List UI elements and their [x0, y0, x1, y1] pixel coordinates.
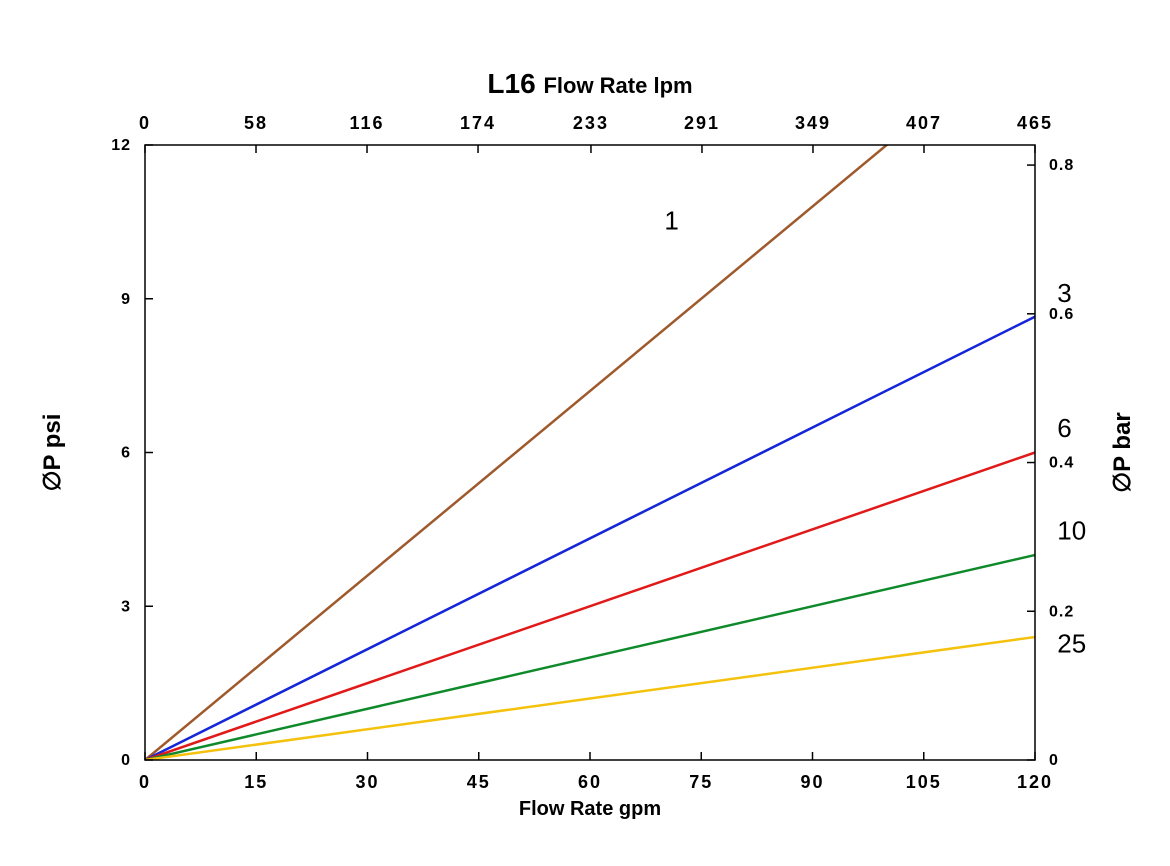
y-right-tick-0: 0 — [1049, 752, 1059, 769]
y-right-tick-0.6: 0.6 — [1049, 306, 1074, 323]
x-bottom-tick-0: 0 — [139, 772, 151, 792]
x-bottom-tick-120: 120 — [1017, 772, 1053, 792]
y-left-tick-3: 3 — [121, 598, 131, 615]
series-label-3: 3 — [1057, 278, 1071, 308]
y-right-tick-0.2: 0.2 — [1049, 603, 1074, 620]
y-left-tick-0: 0 — [121, 752, 131, 769]
y-right-label: ∅P bar — [1109, 412, 1136, 493]
y-left-tick-12: 12 — [111, 137, 131, 154]
x-top-tick-116: 116 — [349, 113, 384, 133]
series-label-6: 6 — [1057, 413, 1071, 443]
x-top-tick-174: 174 — [460, 113, 496, 133]
series-label-25: 25 — [1057, 628, 1086, 658]
x-top-tick-233: 233 — [573, 113, 609, 133]
chart-svg: 0153045607590105120Flow Rate gpm05811617… — [0, 0, 1170, 866]
y-left-tick-9: 9 — [121, 291, 131, 308]
x-bottom-tick-105: 105 — [906, 772, 942, 792]
x-bottom-tick-15: 15 — [244, 772, 268, 792]
x-bottom-tick-30: 30 — [355, 772, 379, 792]
x-top-tick-465: 465 — [1017, 113, 1053, 133]
x-bottom-tick-90: 90 — [800, 772, 824, 792]
chart-title: L16 Flow Rate lpm — [487, 68, 692, 99]
x-top-tick-58: 58 — [244, 113, 268, 133]
x-bottom-tick-75: 75 — [689, 772, 713, 792]
y-left-tick-6: 6 — [121, 445, 131, 462]
x-top-tick-407: 407 — [906, 113, 942, 133]
x-top-tick-291: 291 — [684, 113, 720, 133]
y-right-tick-0.4: 0.4 — [1049, 455, 1074, 472]
x-bottom-tick-60: 60 — [578, 772, 602, 792]
y-right-tick-0.8: 0.8 — [1049, 157, 1074, 174]
series-label-10: 10 — [1057, 516, 1086, 546]
x-bottom-label: Flow Rate gpm — [519, 798, 661, 820]
x-bottom-tick-45: 45 — [467, 772, 491, 792]
series-label-1: 1 — [664, 206, 678, 236]
pressure-flow-chart: 0153045607590105120Flow Rate gpm05811617… — [0, 0, 1170, 866]
y-left-label: ∅P psi — [39, 414, 66, 492]
x-top-tick-0: 0 — [139, 113, 151, 133]
x-top-tick-349: 349 — [795, 113, 831, 133]
